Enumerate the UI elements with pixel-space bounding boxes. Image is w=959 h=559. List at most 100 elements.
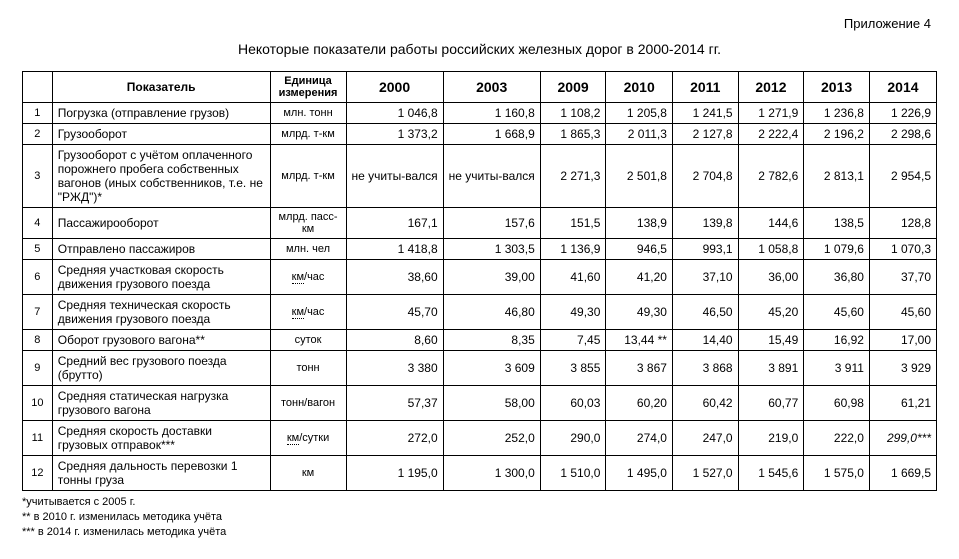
unit-label: км/сутки — [270, 421, 346, 456]
row-number: 3 — [23, 145, 53, 208]
value-cell: 3 929 — [869, 351, 936, 386]
col-year: 2010 — [606, 72, 673, 103]
unit-label: км — [270, 456, 346, 491]
indicator-name: Средняя статическая нагрузка грузового в… — [52, 386, 270, 421]
col-year: 2011 — [672, 72, 738, 103]
row-number: 11 — [23, 421, 53, 456]
value-cell: 1 669,5 — [869, 456, 936, 491]
indicator-name: Пассажирооборот — [52, 208, 270, 239]
unit-label: суток — [270, 330, 346, 351]
row-number: 1 — [23, 103, 53, 124]
value-cell: 49,30 — [540, 295, 606, 330]
indicator-name: Оборот грузового вагона** — [52, 330, 270, 351]
value-cell: 8,35 — [443, 330, 540, 351]
row-number: 12 — [23, 456, 53, 491]
value-cell: 2 813,1 — [804, 145, 870, 208]
table-row: 5Отправлено пассажировмлн. чел1 418,81 3… — [23, 239, 937, 260]
indicator-name: Средняя дальность перевозки 1 тонны груз… — [52, 456, 270, 491]
table-row: 10Средняя статическая нагрузка грузового… — [23, 386, 937, 421]
unit-label: км/час — [270, 295, 346, 330]
value-cell: 167,1 — [346, 208, 443, 239]
value-cell: не учиты-вался — [443, 145, 540, 208]
value-cell: 1 195,0 — [346, 456, 443, 491]
table-row: 3Грузооборот с учётом оплаченного порожн… — [23, 145, 937, 208]
value-cell: 46,50 — [672, 295, 738, 330]
value-cell: 36,00 — [738, 260, 804, 295]
value-cell: 219,0 — [738, 421, 804, 456]
table-row: 1Погрузка (отправление грузов)млн. тонн1… — [23, 103, 937, 124]
value-cell: 3 855 — [540, 351, 606, 386]
value-cell: не учиты-вался — [346, 145, 443, 208]
col-year: 2012 — [738, 72, 804, 103]
col-year: 2000 — [346, 72, 443, 103]
table-row: 4Пассажирооборотмлрд. пасс-км167,1157,61… — [23, 208, 937, 239]
value-cell: 3 609 — [443, 351, 540, 386]
value-cell: 16,92 — [804, 330, 870, 351]
unit-label: млрд. пасс-км — [270, 208, 346, 239]
value-cell: 1 046,8 — [346, 103, 443, 124]
value-cell: 2 127,8 — [672, 124, 738, 145]
value-cell: 1 527,0 — [672, 456, 738, 491]
value-cell: 60,77 — [738, 386, 804, 421]
table-row: 11Средняя скорость доставки грузовых отп… — [23, 421, 937, 456]
col-num — [23, 72, 53, 103]
indicator-name: Средняя скорость доставки грузовых отпра… — [52, 421, 270, 456]
indicator-name: Грузооборот — [52, 124, 270, 145]
value-cell: 274,0 — [606, 421, 673, 456]
value-cell: 3 891 — [738, 351, 804, 386]
value-cell: 1 070,3 — [869, 239, 936, 260]
value-cell: 1 545,6 — [738, 456, 804, 491]
value-cell: 993,1 — [672, 239, 738, 260]
table-row: 6Средняя участковая скорость движения гр… — [23, 260, 937, 295]
value-cell: 247,0 — [672, 421, 738, 456]
value-cell: 36,80 — [804, 260, 870, 295]
value-cell: 41,20 — [606, 260, 673, 295]
indicators-table: Показатель Единица измерения 2000 2003 2… — [22, 71, 937, 491]
value-cell: 128,8 — [869, 208, 936, 239]
value-cell: 60,42 — [672, 386, 738, 421]
value-cell: 1 418,8 — [346, 239, 443, 260]
row-number: 4 — [23, 208, 53, 239]
footnote: ** в 2010 г. изменилась методика учёта — [22, 510, 937, 525]
unit-label: млрд. т-км — [270, 124, 346, 145]
value-cell: 1 241,5 — [672, 103, 738, 124]
value-cell: 1 236,8 — [804, 103, 870, 124]
value-cell: 252,0 — [443, 421, 540, 456]
row-number: 5 — [23, 239, 53, 260]
row-number: 6 — [23, 260, 53, 295]
table-row: 7Средняя техническая скорость движения г… — [23, 295, 937, 330]
value-cell: 15,49 — [738, 330, 804, 351]
value-cell: 2 501,8 — [606, 145, 673, 208]
footnote: *учитывается с 2005 г. — [22, 495, 937, 510]
value-cell: 157,6 — [443, 208, 540, 239]
value-cell: 49,30 — [606, 295, 673, 330]
value-cell: 1 510,0 — [540, 456, 606, 491]
footnote: *** в 2014 г. изменилась методика учёта — [22, 525, 937, 540]
value-cell: 61,21 — [869, 386, 936, 421]
col-year: 2013 — [804, 72, 870, 103]
value-cell: 38,60 — [346, 260, 443, 295]
value-cell: 45,60 — [804, 295, 870, 330]
value-cell: 39,00 — [443, 260, 540, 295]
table-row: 12Средняя дальность перевозки 1 тонны гр… — [23, 456, 937, 491]
value-cell: 45,20 — [738, 295, 804, 330]
value-cell: 299,0*** — [869, 421, 936, 456]
value-cell: 60,03 — [540, 386, 606, 421]
value-cell: 60,20 — [606, 386, 673, 421]
value-cell: 13,44 ** — [606, 330, 673, 351]
value-cell: 1 373,2 — [346, 124, 443, 145]
footnotes: *учитывается с 2005 г. ** в 2010 г. изме… — [22, 495, 937, 540]
value-cell: 2 782,6 — [738, 145, 804, 208]
value-cell: 3 867 — [606, 351, 673, 386]
row-number: 10 — [23, 386, 53, 421]
value-cell: 144,6 — [738, 208, 804, 239]
value-cell: 151,5 — [540, 208, 606, 239]
value-cell: 2 954,5 — [869, 145, 936, 208]
value-cell: 1 495,0 — [606, 456, 673, 491]
value-cell: 58,00 — [443, 386, 540, 421]
value-cell: 37,10 — [672, 260, 738, 295]
unit-label: тонн/вагон — [270, 386, 346, 421]
value-cell: 1 575,0 — [804, 456, 870, 491]
value-cell: 3 380 — [346, 351, 443, 386]
value-cell: 46,80 — [443, 295, 540, 330]
